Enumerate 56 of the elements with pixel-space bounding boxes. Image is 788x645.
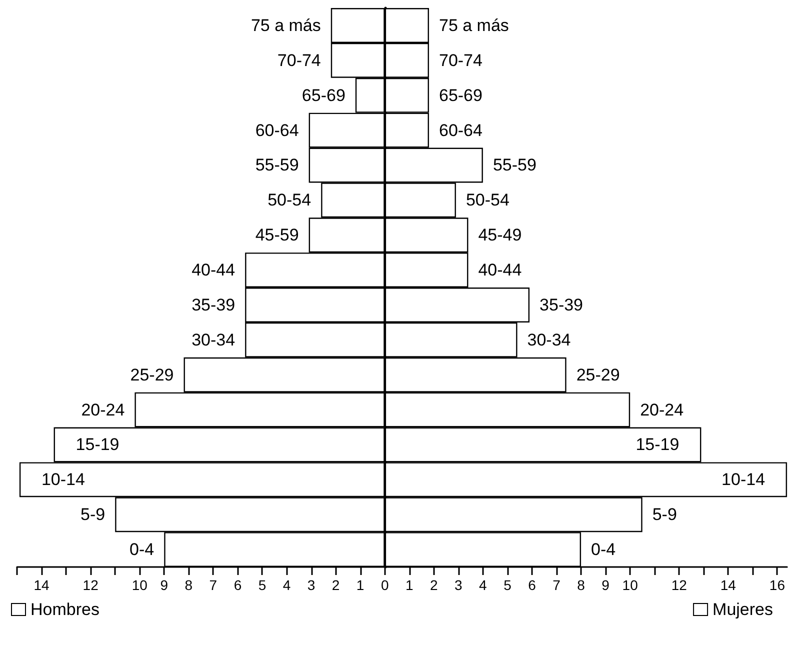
- y-tick-label: 55-59: [255, 156, 299, 175]
- x-tick-label: 12: [82, 577, 99, 593]
- x-tick-label: 0: [380, 577, 389, 593]
- y-tick-label: 30-34: [192, 330, 236, 350]
- x-tick-label: 10: [132, 577, 148, 593]
- x-tick-label: 5: [258, 577, 266, 593]
- legend-label: Hombres: [30, 600, 100, 619]
- y2-tick-label: 65-69: [438, 86, 482, 105]
- x-tick-label: 6: [234, 577, 242, 593]
- y-tick-label: 50-54: [268, 190, 312, 210]
- y-tick-label: 35-39: [192, 295, 236, 314]
- x-tick-label: 14: [34, 577, 50, 593]
- y-tick-label: 15-19: [76, 435, 120, 454]
- y2-tick-label: 40-44: [478, 260, 522, 280]
- y-tick-label: 20-24: [81, 400, 125, 420]
- y2-tick-label: 45-49: [478, 226, 522, 245]
- y2-tick-label: 70-74: [438, 50, 482, 70]
- y-tick-label: 60-64: [255, 120, 299, 140]
- y2-tick-label: 0-4: [591, 540, 616, 560]
- x-tick-label: 14: [720, 577, 736, 593]
- x-tick-label: 4: [282, 577, 291, 593]
- x-tick-label: 16: [769, 577, 786, 593]
- y2-tick-label: 5-9: [652, 505, 677, 524]
- x-tick-label: 9: [602, 577, 610, 593]
- x-tick-label: 10: [622, 577, 638, 593]
- x-tick-label: 7: [552, 577, 561, 593]
- x-tick-label: 8: [184, 577, 193, 593]
- y-tick-label: 70-74: [277, 50, 321, 70]
- x-tick-label: 4: [479, 577, 488, 593]
- y2-tick-label: 55-59: [492, 156, 536, 175]
- y-tick-label: 45-59: [255, 226, 299, 245]
- y2-tick-label: 35-39: [540, 295, 584, 314]
- x-tick-label: 9: [160, 577, 168, 593]
- y2-tick-label: 10-14: [722, 470, 766, 490]
- x-tick-label: 5: [504, 577, 512, 593]
- x-tick-label: 3: [307, 577, 316, 593]
- y-tick-label: 40-44: [192, 260, 236, 280]
- y2-tick-label: 50-54: [466, 190, 510, 210]
- x-tick-label: 1: [405, 577, 414, 593]
- y2-tick-label: 25-29: [576, 365, 620, 384]
- x-tick-label: 2: [332, 577, 340, 593]
- y2-tick-label: 15-19: [636, 435, 680, 454]
- x-tick-label: 6: [528, 577, 536, 593]
- y2-tick-label: 20-24: [640, 400, 684, 420]
- y-tick-label: 75 a más: [250, 16, 321, 35]
- x-tick-label: 3: [454, 577, 463, 593]
- y2-tick-label: 75 a más: [438, 16, 509, 35]
- y2-tick-label: 60-64: [438, 120, 482, 140]
- x-tick-label: 8: [577, 577, 586, 593]
- x-tick-label: 7: [209, 577, 218, 593]
- x-tick-label: 1: [356, 577, 364, 593]
- x-tick-label: 12: [671, 577, 688, 593]
- legend-label: Mujeres: [712, 600, 774, 619]
- x-tick-label: 2: [430, 577, 438, 593]
- y-tick-label: 5-9: [80, 505, 106, 524]
- y2-tick-label: 30-34: [527, 330, 571, 350]
